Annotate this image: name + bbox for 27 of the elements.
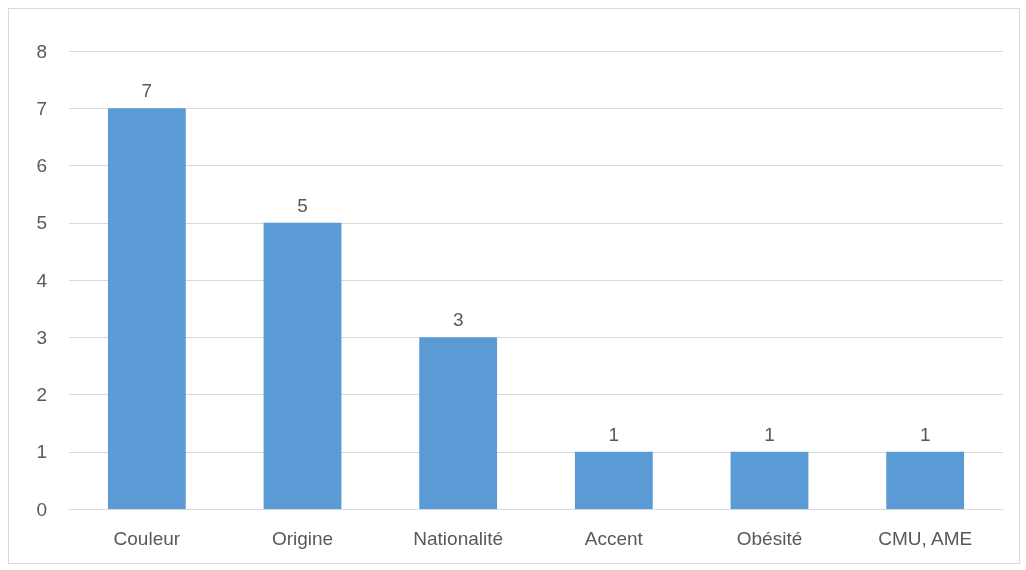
bar [730, 451, 809, 509]
y-tick-label: 8 [36, 40, 47, 62]
x-tick-label: Nationalité [413, 528, 504, 549]
data-label: 1 [919, 423, 931, 445]
x-tick-label: Origine [271, 528, 334, 549]
data-label: 5 [297, 194, 308, 216]
y-tick-label: 3 [36, 326, 47, 348]
data-label: 3 [452, 309, 464, 331]
bar [263, 222, 342, 509]
x-tick-label: Couleur [113, 528, 181, 549]
x-tick-label: Obésité [736, 528, 803, 549]
bar [574, 451, 653, 509]
y-tick-label: 6 [36, 155, 47, 176]
x-tick-label: CMU, AME [878, 528, 973, 549]
bar [886, 451, 965, 509]
x-tick-label: Accent [584, 528, 644, 549]
bar [107, 108, 186, 509]
y-tick-label: 0 [36, 498, 47, 520]
y-tick-label: 5 [36, 212, 47, 234]
data-label: 1 [608, 423, 620, 445]
bar [419, 337, 498, 509]
y-tick-label: 7 [36, 97, 47, 119]
data-label: 1 [764, 423, 775, 445]
y-tick-label: 4 [36, 269, 48, 291]
y-tick-label: 2 [36, 384, 47, 405]
y-tick-label: 1 [36, 441, 47, 463]
data-label: 7 [141, 80, 153, 102]
